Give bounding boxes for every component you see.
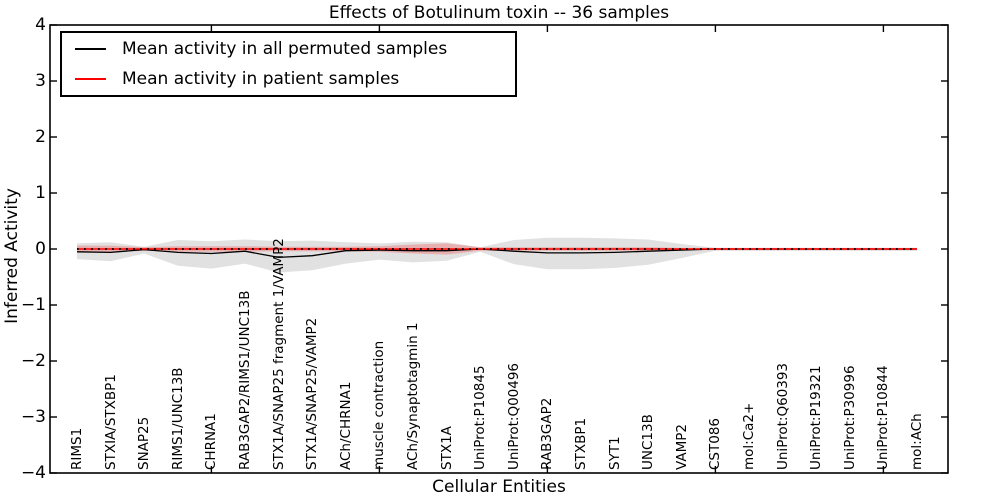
legend-entry-permuted: Mean activity in all permuted samples: [62, 34, 515, 63]
red-line-swatch-icon: [75, 78, 106, 81]
y-tick-label: −4: [20, 463, 46, 483]
x-category-label: UniProt:P30996: [841, 365, 858, 470]
x-category-label: UniProt:Q60393: [774, 362, 791, 470]
x-category-label: SNAP25: [136, 416, 153, 470]
x-category-label: RIMS1: [69, 427, 85, 470]
y-tick-label: 4: [35, 15, 46, 35]
legend-label-patient: Mean activity in patient samples: [122, 69, 400, 90]
x-category-label: RAB3GAP2: [539, 397, 556, 470]
x-category-label: CST086: [707, 417, 724, 470]
x-category-label: UniProt:P10844: [875, 365, 892, 470]
x-category-label: ACh/CHRNA1: [337, 381, 354, 470]
x-category-label: RAB3GAP2/RIMS1/UNC13B: [237, 290, 253, 470]
x-category-label: UNC13B: [640, 414, 657, 470]
y-tick-label: 2: [35, 127, 46, 147]
x-category-label: STXIA/STXBP1: [102, 374, 119, 470]
black-line-swatch-icon: [75, 47, 106, 50]
x-category-label: mol:ACh: [909, 413, 925, 470]
y-tick-label: 0: [35, 239, 46, 259]
x-category-label: STX1A/SNAP25/VAMP2: [304, 317, 321, 470]
x-category-label: SYT1: [606, 436, 623, 470]
x-axis-title: Cellular Entities: [432, 477, 566, 497]
legend-label-permuted: Mean activity in all permuted samples: [122, 38, 448, 59]
legend-entry-patient: Mean activity in patient samples: [62, 65, 515, 94]
x-category-label: STX1A/SNAP25 fragment 1/VAMP2: [270, 238, 287, 470]
legend: Mean activity in all permuted samples Me…: [60, 31, 517, 97]
y-tick-label: −1: [20, 295, 46, 315]
y-tick-label: 1: [35, 183, 46, 203]
y-tick-label: −2: [20, 351, 46, 371]
x-category-label: VAMP2: [673, 424, 690, 470]
x-category-label: UniProt:P10845: [472, 365, 489, 470]
x-category-label: RIMS1/UNC13B: [169, 367, 186, 470]
x-category-label: mol:Ca2+: [741, 402, 757, 470]
x-category-label: STXBP1: [573, 417, 589, 470]
permuted-sample-range-band: [77, 237, 917, 273]
x-category-label: CHRNA1: [203, 413, 220, 470]
y-tick-label: 3: [35, 71, 46, 91]
chart-title: Effects of Botulinum toxin -- 36 samples: [328, 3, 670, 23]
x-category-label: STX1A: [438, 426, 455, 470]
x-category-label: UniProt:Q00496: [505, 362, 522, 470]
x-category-label: muscle contraction: [371, 340, 388, 470]
x-category-label: ACh/Synaptotagmin 1: [405, 322, 421, 470]
x-category-label: UniProt:P19321: [808, 365, 825, 470]
y-tick-label: −3: [20, 407, 46, 427]
